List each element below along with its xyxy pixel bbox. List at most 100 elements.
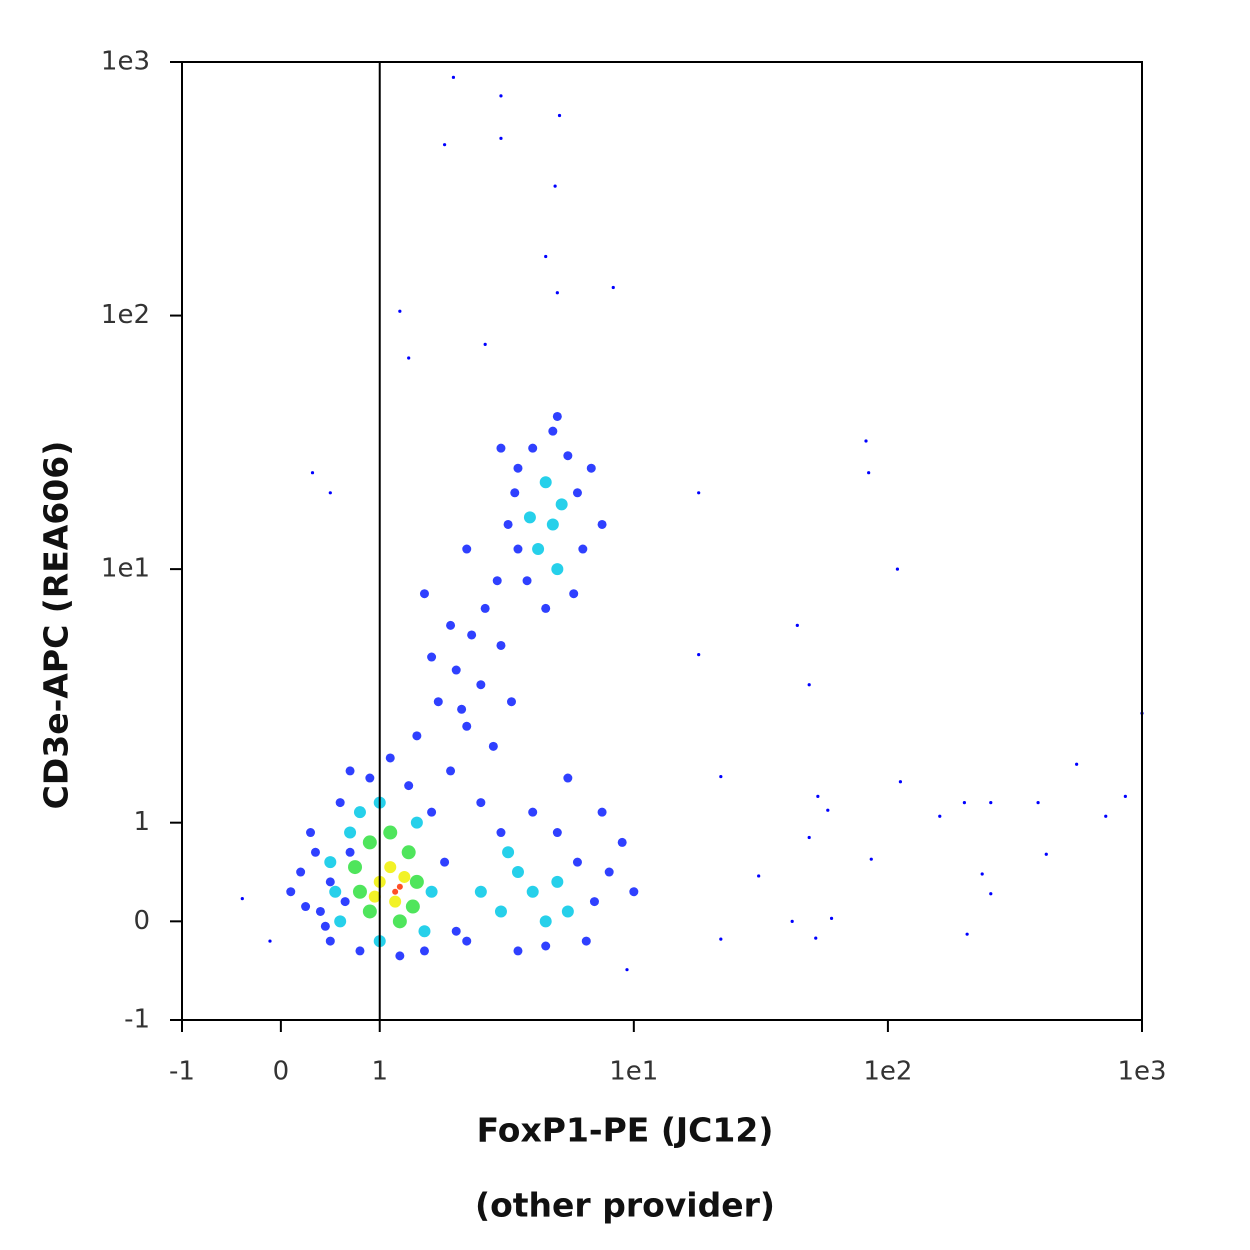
data-point	[790, 919, 794, 923]
data-point	[586, 463, 596, 473]
data-point	[572, 488, 582, 498]
data-point	[522, 576, 532, 586]
data-point	[362, 904, 377, 919]
data-point	[572, 857, 582, 867]
data-point	[433, 697, 443, 707]
data-point	[511, 866, 524, 879]
data-point	[384, 861, 397, 874]
data-point	[462, 544, 472, 554]
y-tick-label: -1	[124, 1005, 150, 1035]
data-point	[427, 652, 437, 662]
data-point	[457, 704, 467, 714]
data-point	[395, 951, 405, 961]
data-point	[446, 766, 456, 776]
data-point	[629, 887, 639, 897]
data-point	[523, 511, 536, 524]
data-point	[563, 451, 573, 461]
data-point	[864, 439, 868, 443]
data-point	[352, 884, 367, 899]
data-point	[544, 254, 548, 259]
data-point	[617, 837, 627, 847]
data-point	[539, 915, 552, 928]
data-point	[962, 801, 966, 805]
data-point	[401, 845, 416, 860]
data-point	[541, 941, 551, 951]
data-point	[345, 766, 355, 776]
data-point	[814, 936, 818, 940]
data-point	[502, 846, 515, 859]
data-point	[492, 576, 502, 586]
data-point	[604, 867, 614, 877]
data-point	[451, 926, 461, 936]
y-tick-label: 1e3	[101, 47, 150, 77]
data-point	[625, 968, 629, 972]
data-point	[561, 905, 574, 918]
data-point	[446, 620, 456, 630]
data-point	[867, 471, 871, 475]
data-point	[826, 808, 830, 812]
data-point	[362, 835, 377, 850]
data-point	[340, 897, 350, 907]
data-point	[442, 143, 447, 147]
data-point	[496, 828, 506, 838]
data-point	[268, 939, 272, 943]
x-tick-label: -1	[169, 1057, 195, 1087]
x-tick-label: 0	[273, 1057, 290, 1087]
data-point	[335, 798, 345, 808]
x-tick-label: 1	[371, 1057, 388, 1087]
data-point	[938, 814, 942, 818]
data-point	[419, 946, 429, 956]
y-tick-label: 1e1	[101, 554, 150, 584]
data-point	[551, 875, 564, 888]
data-point	[427, 807, 437, 817]
data-point	[385, 753, 395, 763]
data-point	[365, 773, 375, 783]
data-point	[965, 932, 969, 936]
data-point	[555, 498, 568, 511]
data-point	[589, 897, 599, 907]
data-point	[476, 798, 486, 808]
data-point	[396, 883, 403, 890]
data-point	[513, 544, 523, 554]
data-point	[569, 589, 579, 599]
data-point	[989, 892, 993, 896]
data-point	[541, 603, 551, 613]
data-point	[528, 807, 538, 817]
x-tick-label: 1e1	[609, 1057, 658, 1087]
data-point	[286, 887, 296, 897]
data-point	[869, 857, 873, 861]
data-point	[697, 491, 701, 495]
y-tick-label: 1	[133, 807, 150, 837]
data-point	[795, 623, 799, 627]
data-point	[329, 885, 342, 898]
data-point	[462, 721, 472, 731]
data-point	[829, 916, 834, 920]
data-point	[1036, 801, 1040, 805]
data-point	[551, 563, 564, 576]
data-point	[296, 867, 306, 877]
data-point	[306, 828, 316, 838]
data-point	[526, 885, 539, 898]
data-point	[757, 874, 761, 878]
x-tick-label: 1e2	[863, 1057, 912, 1087]
data-point	[1075, 762, 1079, 766]
data-point	[548, 426, 558, 436]
data-point	[1104, 814, 1108, 818]
data-point	[392, 914, 407, 929]
data-point	[325, 936, 335, 946]
data-point	[532, 543, 545, 556]
x-axis-title: FoxP1-PE (JC12)	[477, 1111, 774, 1150]
data-point	[398, 309, 402, 313]
data-point	[409, 874, 424, 889]
data-point	[494, 905, 507, 918]
data-point	[898, 780, 903, 784]
data-point	[467, 630, 477, 640]
data-point	[392, 888, 399, 895]
data-point	[557, 113, 562, 118]
data-point	[510, 488, 520, 498]
data-point	[513, 946, 523, 956]
data-point	[315, 906, 325, 916]
data-point	[418, 925, 431, 938]
